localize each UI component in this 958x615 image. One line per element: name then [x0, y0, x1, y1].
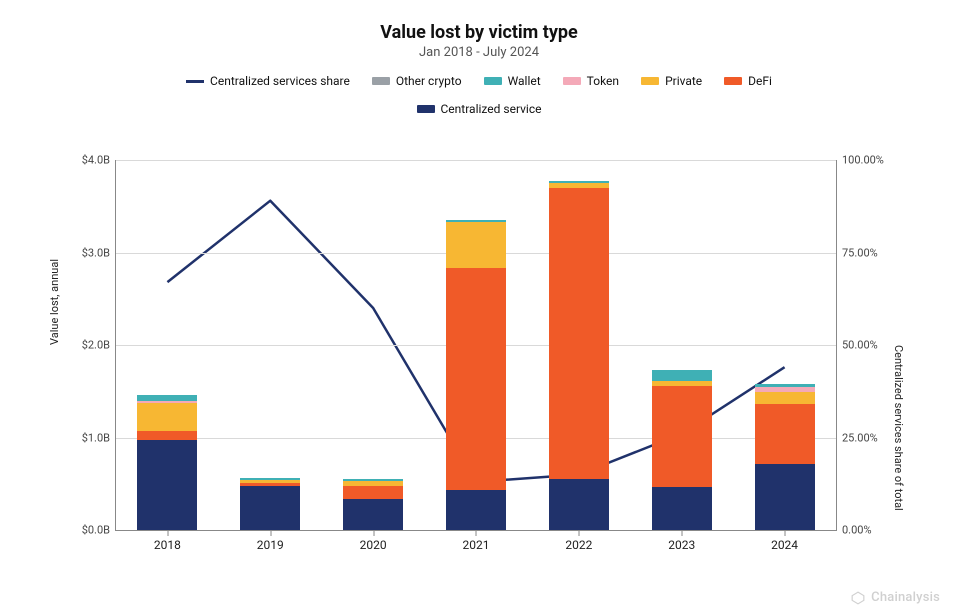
chart-title: Value lost by victim type — [0, 0, 958, 43]
x-tick: 2019 — [257, 530, 284, 552]
bar-segment-private — [137, 403, 197, 431]
bar-segment-centralized — [755, 464, 815, 530]
y-tick-left: $4.0B — [82, 154, 116, 167]
bar-segment-defi — [137, 431, 197, 440]
legend-label: Other crypto — [396, 74, 462, 88]
bar-segment-defi — [549, 188, 609, 479]
x-tick: 2024 — [771, 530, 798, 552]
y-tick-right: 25.00% — [836, 431, 878, 444]
chart-container: Value lost by victim type Jan 2018 - Jul… — [0, 0, 958, 615]
chart-subtitle: Jan 2018 - July 2024 — [0, 45, 958, 60]
x-tick: 2020 — [360, 530, 387, 552]
bar-segment-defi — [652, 386, 712, 488]
bar-stack — [343, 479, 403, 530]
bar-segment-defi — [446, 268, 506, 490]
bar-segment-defi — [343, 486, 403, 500]
y-tick-left: $2.0B — [82, 339, 116, 352]
bar-segment-private — [755, 392, 815, 404]
legend: Centralized services share Other crypto Wa… — [129, 74, 829, 116]
bar-stack — [755, 384, 815, 530]
bar-segment-private — [446, 222, 506, 268]
y-tick-right: 50.00% — [836, 339, 878, 352]
legend-label: Centralized service — [441, 102, 542, 116]
legend-swatch — [484, 77, 502, 85]
bar-segment-centralized — [446, 490, 506, 530]
y-axis-right-label: Centralized services share of total — [892, 345, 905, 511]
gridline — [116, 160, 836, 161]
bar-segment-centralized — [549, 479, 609, 530]
watermark-text: Chainalysis — [871, 590, 940, 605]
legend-item-wallet: Wallet — [484, 74, 541, 88]
legend-swatch — [641, 77, 659, 85]
legend-swatch — [186, 80, 204, 83]
watermark: Chainalysis — [851, 590, 940, 605]
x-tick: 2021 — [463, 530, 490, 552]
bar-segment-defi — [755, 404, 815, 464]
legend-swatch — [724, 77, 742, 85]
legend-item-defi: DeFi — [724, 74, 772, 88]
bar-segment-centralized — [652, 487, 712, 530]
legend-item-centralized: Centralized service — [417, 102, 542, 116]
legend-item-token: Token — [563, 74, 619, 88]
bar-stack — [549, 181, 609, 530]
x-tick: 2023 — [668, 530, 695, 552]
y-tick-right: 75.00% — [836, 246, 878, 259]
plot-area: $0.0B$1.0B$2.0B$3.0B$4.0B0.00%25.00%50.0… — [115, 160, 837, 531]
legend-label: Token — [587, 74, 619, 88]
y-tick-left: $1.0B — [82, 431, 116, 444]
y-axis-left-label: Value lost, annual — [48, 259, 61, 345]
legend-label: Private — [665, 74, 702, 88]
bar-stack — [446, 220, 506, 530]
y-tick-left: $3.0B — [82, 246, 116, 259]
bar-stack — [137, 395, 197, 530]
bar-segment-centralized — [137, 440, 197, 530]
x-tick: 2022 — [565, 530, 592, 552]
legend-label: Wallet — [508, 74, 541, 88]
y-tick-right: 100.00% — [836, 154, 884, 167]
bar-stack — [652, 370, 712, 530]
bar-segment-centralized — [240, 486, 300, 530]
y-tick-left: $0.0B — [82, 524, 116, 537]
legend-item-other: Other crypto — [372, 74, 462, 88]
legend-swatch — [417, 105, 435, 113]
x-tick: 2018 — [154, 530, 181, 552]
legend-swatch — [372, 77, 390, 85]
y-tick-right: 0.00% — [836, 524, 872, 537]
legend-swatch — [563, 77, 581, 85]
legend-item-private: Private — [641, 74, 702, 88]
legend-item-line: Centralized services share — [186, 74, 350, 88]
bar-segment-centralized — [343, 499, 403, 530]
bar-stack — [240, 478, 300, 530]
legend-label: Centralized services share — [210, 74, 350, 88]
legend-label: DeFi — [748, 74, 772, 88]
bar-segment-wallet — [652, 370, 712, 381]
